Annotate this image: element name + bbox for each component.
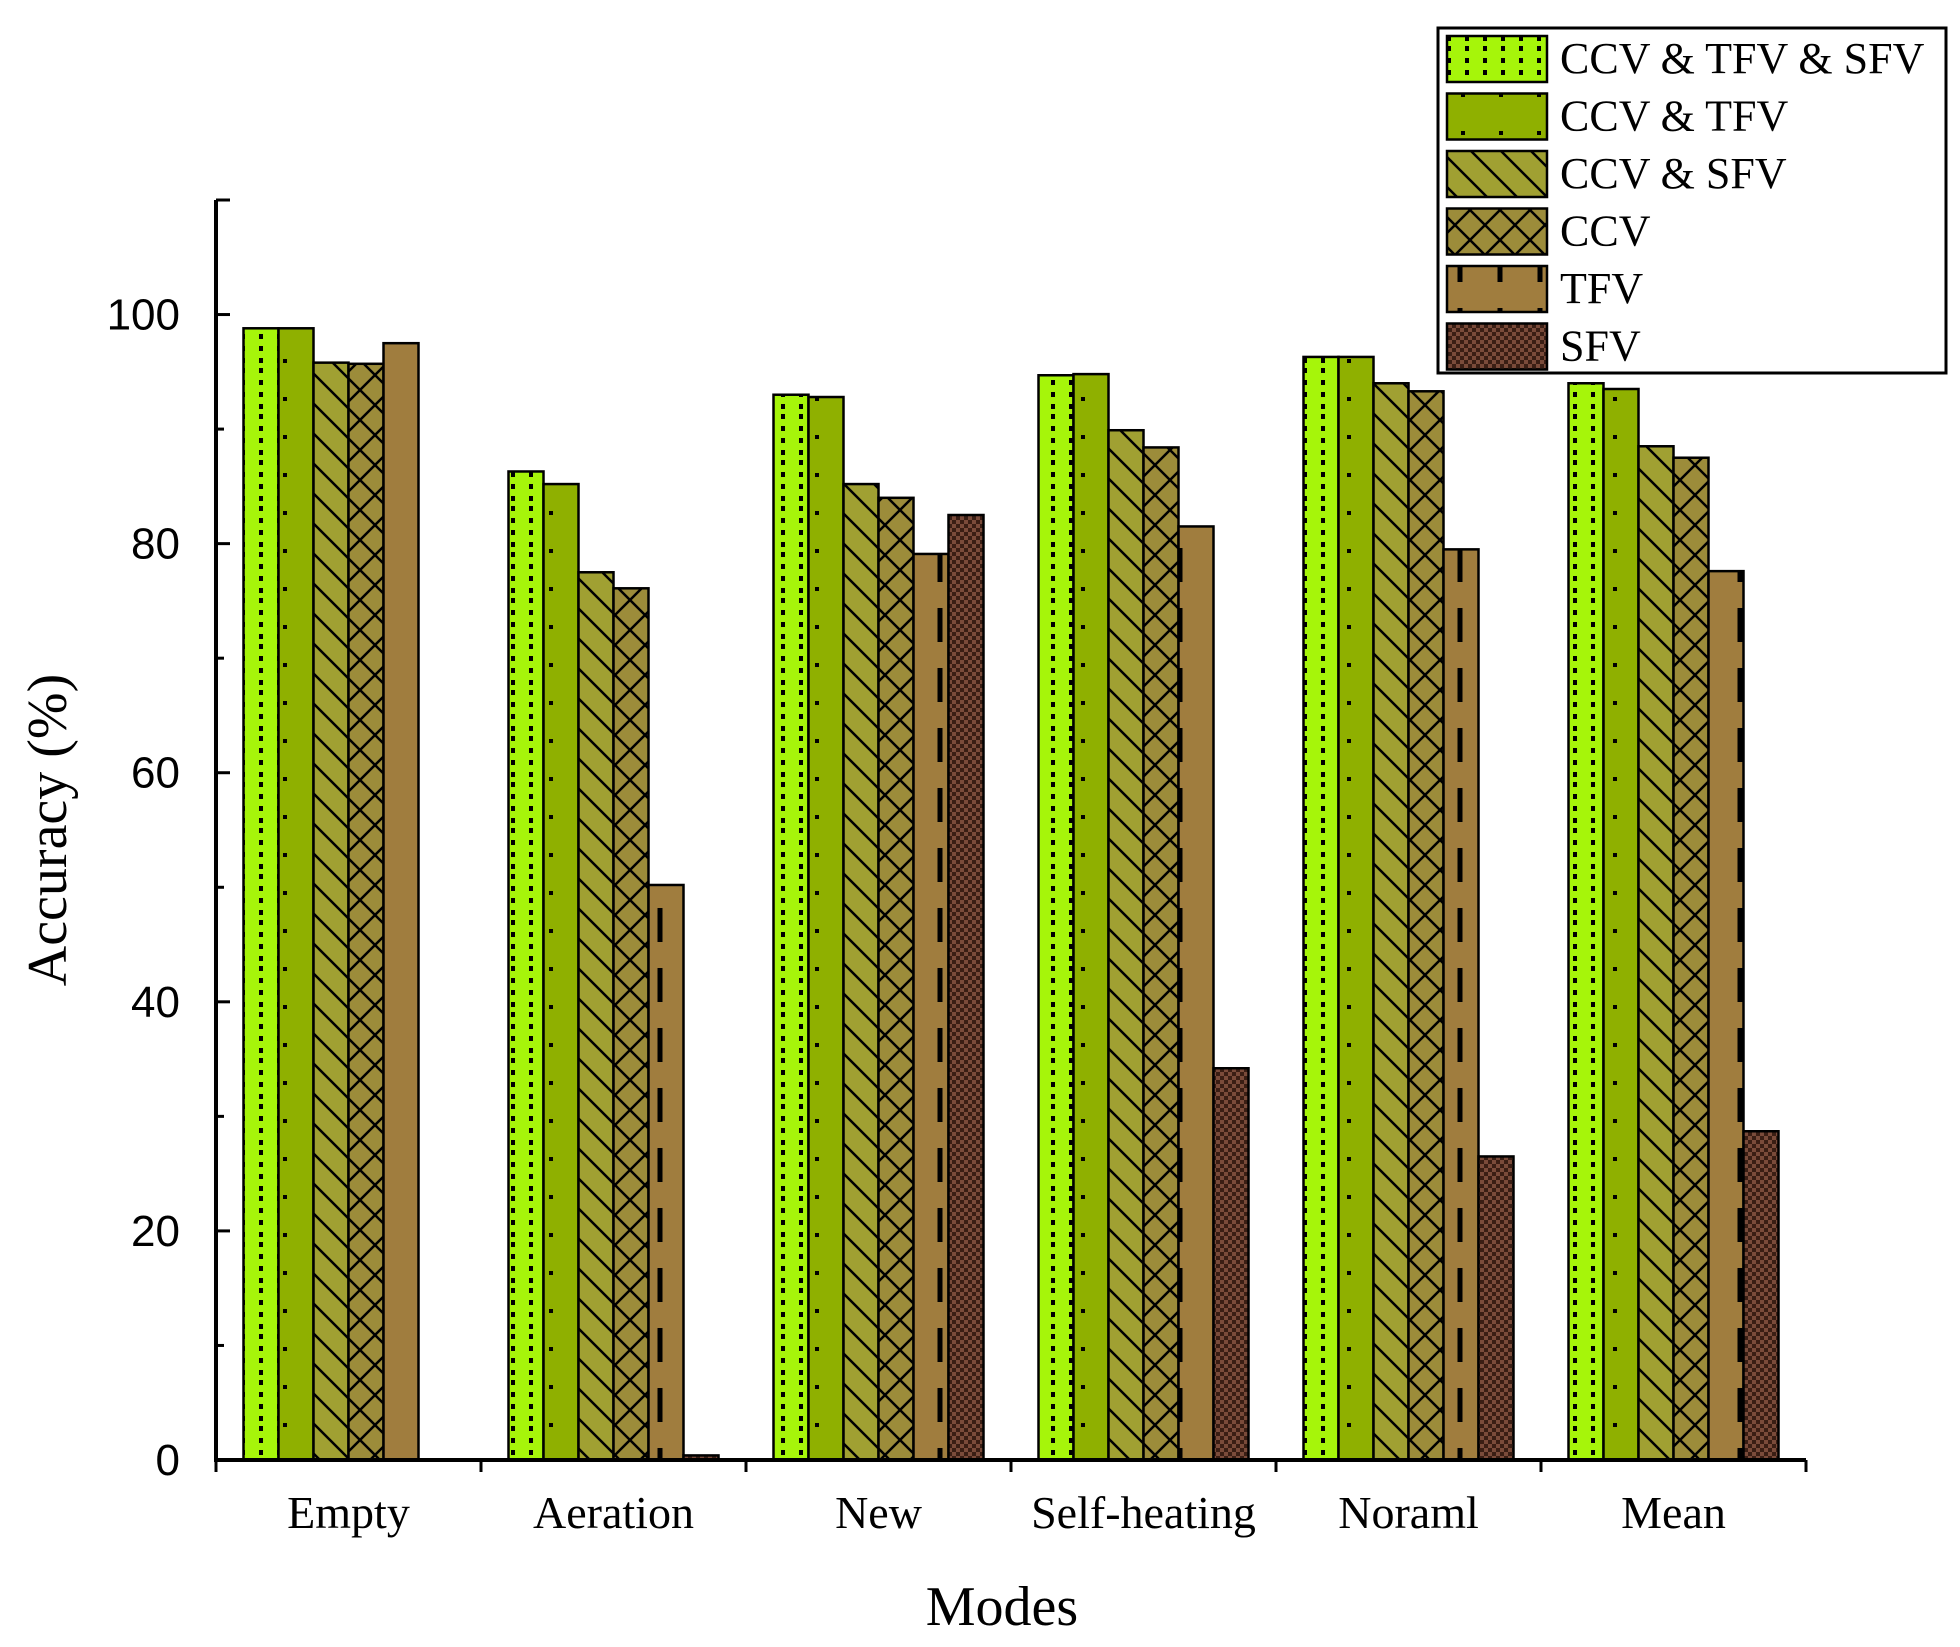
legend-label: CCV & TFV & SFV (1560, 34, 1925, 83)
bar-new-series-1 (807, 395, 845, 1462)
bar-empty-series-0 (242, 327, 280, 1462)
bar-noraml-series-4 (1442, 548, 1480, 1462)
bar-aeration-series-4 (647, 883, 685, 1462)
x-category-label: Noraml (1338, 1487, 1479, 1538)
x-category-label: Self-heating (1031, 1487, 1256, 1538)
bar-noraml-series-1 (1337, 355, 1375, 1462)
bar-aeration-series-3 (612, 587, 650, 1462)
bar-new-series-4 (912, 552, 950, 1462)
bar-aeration-series-1 (542, 482, 580, 1462)
bar-self-heating-series-5 (1212, 1067, 1250, 1462)
y-ticks: 0 20 40 60 80 100 (107, 198, 230, 1485)
bar-self-heating-series-3 (1142, 446, 1180, 1462)
bar-self-heating-series-0 (1037, 374, 1075, 1462)
bar-empty-series-3 (347, 362, 385, 1462)
bar-empty-series-2 (312, 361, 350, 1462)
legend-swatch (1445, 322, 1549, 371)
x-category-label: Aeration (533, 1487, 694, 1538)
bar-empty-series-1 (277, 327, 315, 1462)
bar-new-series-0 (772, 393, 810, 1462)
bar-mean-series-5 (1742, 1130, 1780, 1462)
x-ticks: Empty Aeration New Self-heating Noraml Mean (214, 1460, 1808, 1538)
legend-swatch (1445, 207, 1549, 256)
y-tick-label: 0 (156, 1436, 180, 1485)
bar-noraml-series-3 (1407, 390, 1445, 1462)
x-axis-title: Modes (926, 1576, 1078, 1638)
legend: CCV & TFV & SFV CCV & TFV CCV & SFV CCV TFV S… (1436, 26, 1948, 375)
x-category-label: New (835, 1487, 923, 1538)
bar-self-heating-series-2 (1107, 428, 1145, 1462)
legend-swatch (1445, 92, 1549, 141)
bar-mean-series-2 (1637, 445, 1675, 1462)
bar-mean-series-3 (1672, 456, 1710, 1462)
legend-box (1436, 26, 1948, 375)
legend-label: SFV (1560, 322, 1641, 371)
legend-label: CCV & TFV (1560, 92, 1788, 141)
bars-layer (242, 327, 1780, 1462)
legend-label: CCV & SFV (1560, 149, 1787, 198)
bar-mean-series-1 (1602, 387, 1640, 1462)
y-tick-label: 40 (131, 978, 180, 1027)
y-axis-title: Accuracy (%) (17, 674, 79, 986)
bar-noraml-series-5 (1477, 1155, 1515, 1462)
legend-label: TFV (1560, 264, 1643, 313)
bar-noraml-series-0 (1302, 355, 1340, 1462)
bar-mean-series-4 (1707, 569, 1745, 1462)
x-category-label: Empty (287, 1487, 410, 1538)
bar-new-series-3 (877, 496, 915, 1462)
bar-aeration-series-2 (577, 571, 615, 1462)
bar-new-series-2 (842, 482, 880, 1462)
legend-label: CCV (1560, 207, 1651, 256)
x-category-label: Mean (1621, 1487, 1726, 1538)
y-tick-label: 80 (131, 520, 180, 569)
bar-new-series-5 (947, 513, 985, 1462)
y-tick-label: 60 (131, 749, 180, 798)
bar-mean-series-0 (1567, 382, 1605, 1462)
legend-swatch (1445, 34, 1549, 84)
bar-empty-series-4 (382, 341, 420, 1462)
x-axis: Empty Aeration New Self-heating Noraml Mean (214, 1458, 1808, 1538)
y-tick-label: 20 (131, 1207, 180, 1256)
bar-self-heating-series-1 (1072, 372, 1110, 1462)
legend-swatch (1445, 264, 1549, 314)
y-axis: 0 20 40 60 80 100 (107, 198, 230, 1485)
y-tick-label: 100 (107, 291, 180, 340)
bar-noraml-series-2 (1372, 382, 1410, 1462)
bar-self-heating-series-4 (1177, 525, 1215, 1462)
bar-aeration-series-0 (507, 470, 545, 1462)
legend-swatch (1445, 149, 1549, 199)
